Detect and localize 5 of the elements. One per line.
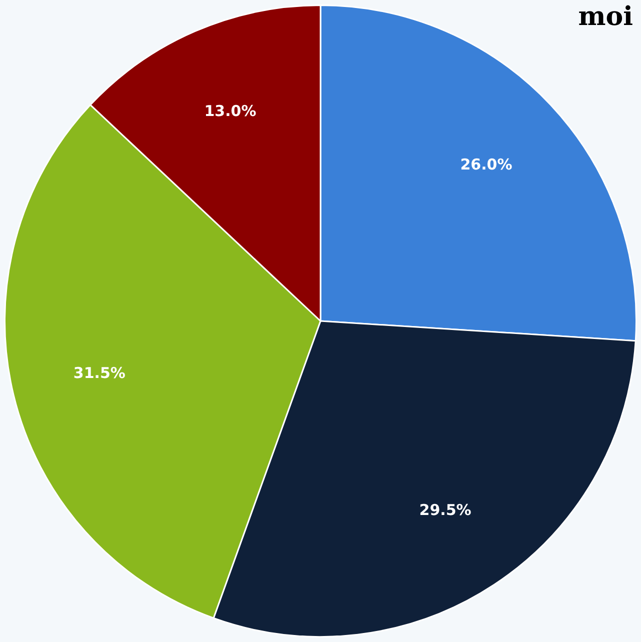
data-label: 13.0% [204,102,256,120]
data-label: 26.0% [460,155,512,174]
data-label: 29.5% [419,500,472,519]
data-label: 31.5% [73,364,126,382]
text: moi [578,2,633,32]
